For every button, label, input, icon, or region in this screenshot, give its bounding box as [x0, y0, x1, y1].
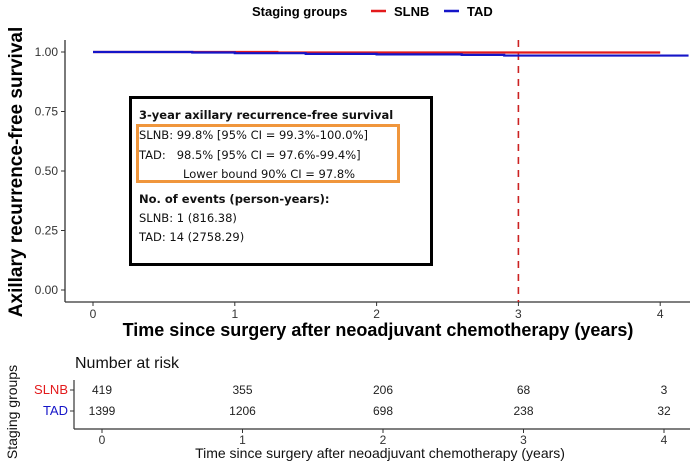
legend-title: Staging groups: [252, 4, 347, 19]
risk-cell-slnb: 419: [92, 383, 112, 397]
y-tick-label: 0.00: [35, 283, 59, 297]
risk-cell-tad: 1399: [89, 404, 116, 418]
risk-table: Number at risk Staging groups SLNB TAD 4…: [4, 355, 690, 461]
annotation-slnb-events: SLNB: 1 (816.38): [139, 211, 237, 225]
risk-cells: 419 355 206 68 3 1399 1206 698 238 32: [89, 383, 671, 418]
risk-cell-tad: 32: [657, 404, 671, 418]
risk-group-tad: TAD: [43, 403, 68, 418]
legend: Staging groups SLNB TAD: [252, 4, 493, 19]
risk-x-ticks: 0 1 2 3 4: [99, 429, 668, 447]
risk-table-x-title: Time since surgery after neoadjuvant che…: [195, 445, 565, 461]
risk-cell-tad: 238: [513, 404, 533, 418]
risk-x-tick-label: 3: [520, 433, 527, 447]
risk-cell-slnb: 355: [232, 383, 252, 397]
x-ticks: 0 1 2 3 4: [90, 302, 664, 321]
y-ticks: 0.00 0.25 0.50 0.75 1.00: [35, 45, 65, 297]
legend-label-slnb: SLNB: [394, 4, 429, 19]
annotation-tad-survival: TAD: 98.5% [95% CI = 97.6%-99.4%]: [139, 148, 361, 162]
annotation-events-heading: No. of events (person-years):: [139, 192, 330, 206]
survival-curves: [93, 50, 689, 57]
risk-cell-slnb: 68: [517, 383, 531, 397]
risk-x-tick-label: 1: [239, 433, 246, 447]
risk-table-y-title: Staging groups: [4, 365, 20, 459]
y-tick-label: 0.75: [35, 105, 59, 119]
risk-group-slnb: SLNB: [34, 382, 68, 397]
highlight-box: [136, 124, 400, 183]
risk-x-tick-label: 4: [661, 433, 668, 447]
annotation-slnb-survival: SLNB: 99.8% [95% CI = 99.3%-100.0%]: [139, 128, 369, 142]
x-tick-label: 1: [231, 307, 238, 321]
x-tick-label: 2: [373, 307, 380, 321]
y-tick-label: 1.00: [35, 45, 59, 59]
x-tick-label: 4: [657, 307, 664, 321]
x-tick-label: 0: [90, 307, 97, 321]
risk-cell-slnb: 3: [661, 383, 668, 397]
y-axis-title: Axillary recurrence-free survival: [6, 27, 27, 317]
risk-table-title: Number at risk: [75, 355, 180, 372]
curve-tad: [93, 50, 689, 57]
risk-cell-tad: 698: [373, 404, 393, 418]
risk-x-tick-label: 2: [380, 433, 387, 447]
legend-label-tad: TAD: [467, 4, 493, 19]
annotation-heading: 3-year axillary recurrence-free survival: [139, 108, 394, 122]
risk-cell-slnb: 206: [373, 383, 393, 397]
x-tick-label: 3: [515, 307, 522, 321]
risk-x-tick-label: 0: [99, 433, 106, 447]
y-tick-label: 0.25: [35, 224, 59, 238]
annotation-lower-bound: Lower bound 90% CI = 97.8%: [183, 167, 356, 181]
risk-cell-tad: 1206: [229, 404, 256, 418]
x-axis-title: Time since surgery after neoadjuvant che…: [123, 320, 634, 340]
annotation-tad-events: TAD: 14 (2758.29): [139, 230, 245, 244]
y-tick-label: 0.50: [35, 164, 59, 178]
